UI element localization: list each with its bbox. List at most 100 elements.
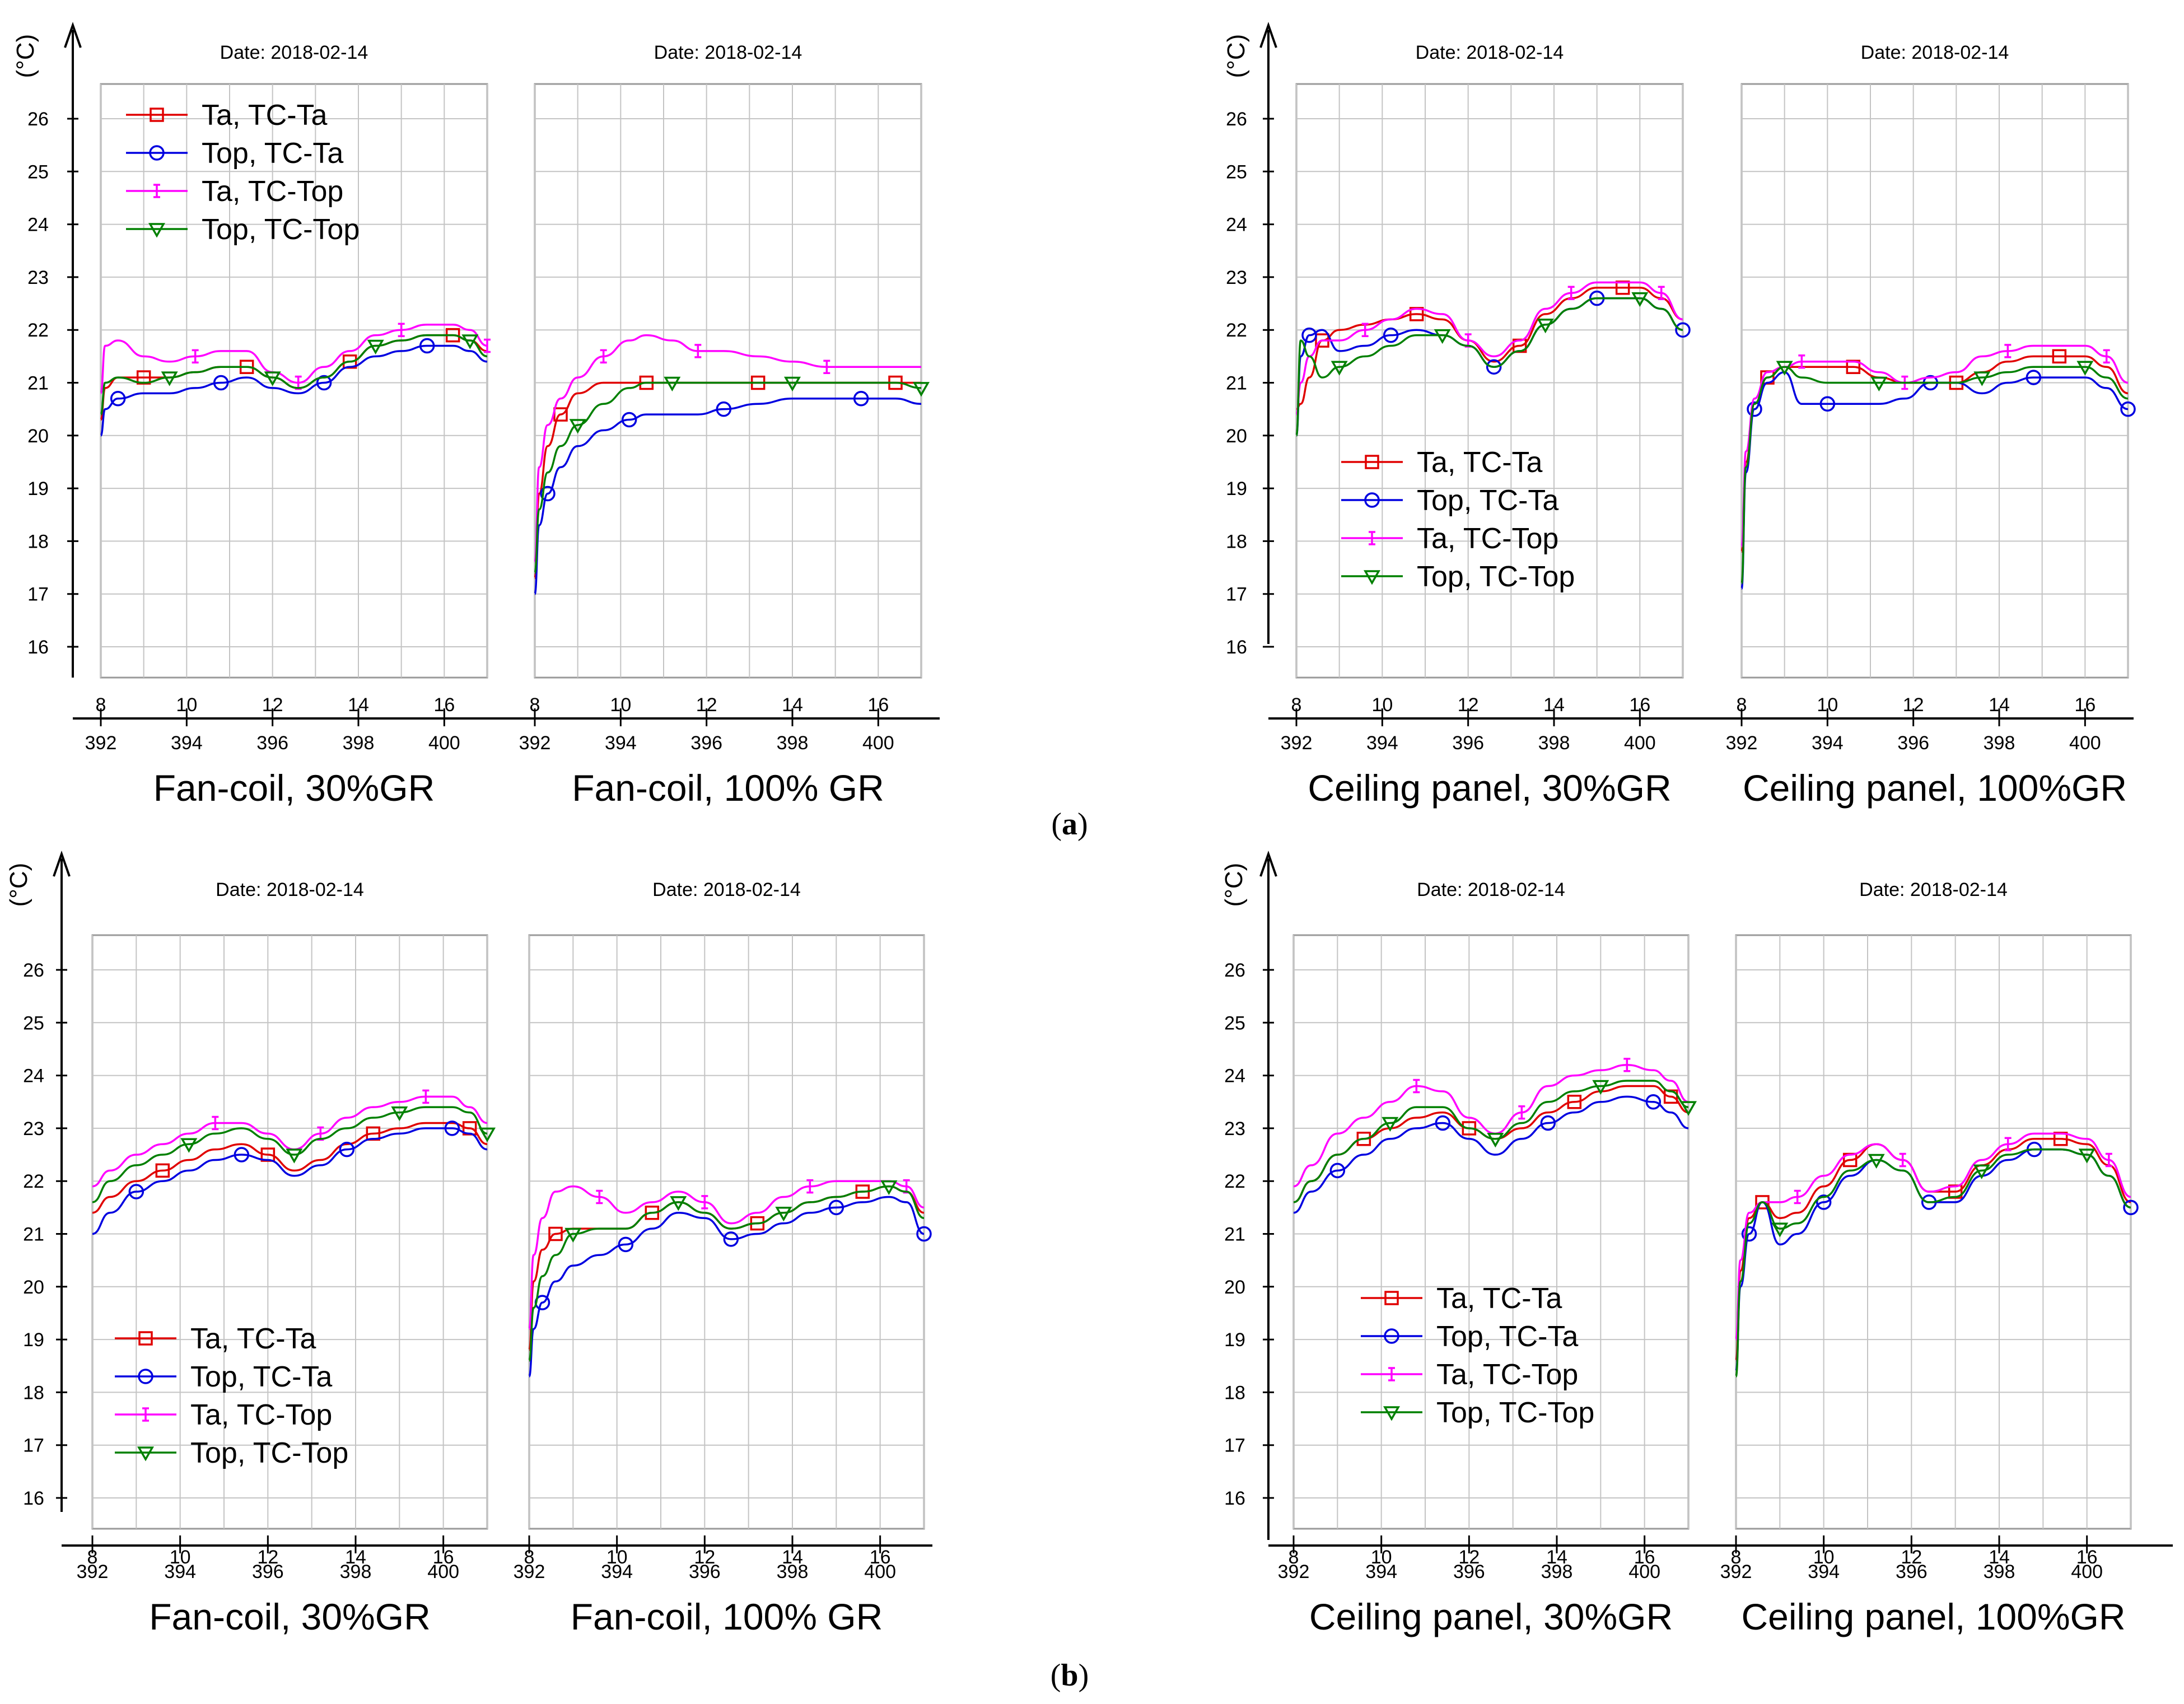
y-axis: (°C) 16 17 18 19 20 21 22 23 24 25 26 [12,21,82,678]
bottom-tick-label: 394 [171,732,203,754]
bottom-tick-label: 394 [1812,732,1844,754]
data-point [1631,292,1649,307]
series-top-tc-top [1740,361,2129,585]
legend-marker [1369,531,1375,545]
bottom-tick-label: 392 [77,1561,109,1582]
y-tick-label: 25 [27,161,49,183]
data-point [2004,344,2012,358]
plot-frame [91,934,488,1530]
legend-label: Top, TC-Ta [1417,484,1558,517]
y-tick-label: 24 [27,214,49,236]
legend: Ta, TC-Ta Top, TC-Ta Ta, TC-Top Top, TC-Top [115,1323,348,1469]
panel-caption: Ceiling panel, 100%GR [1741,1596,2125,1637]
y-tick-label: 17 [27,584,49,605]
data-point [1487,1133,1504,1148]
x-tick-label: 16 [867,694,889,716]
data-point [1361,323,1369,337]
data-point [161,371,178,386]
series-top-tc-ta [528,1196,932,1378]
bottom-tick-label: 392 [1278,1561,1310,1582]
legend-label: Ta, TC-Ta [1417,446,1543,479]
data-point [1675,322,1691,338]
legend-marker [1365,455,1379,469]
data-point [128,1184,144,1199]
data-point [716,401,732,417]
y-tick-label: 17 [1224,1435,1245,1456]
panel-fan-coil-30-gr: Date: 2018-02-14839210394123961439816400… [77,879,496,1637]
data-point [155,1163,170,1178]
figure-label: (a) [1051,807,1088,842]
series-line [92,1122,488,1214]
bottom-tick-label: 392 [514,1561,545,1582]
y-axis-arrow [53,850,71,877]
x-tick-label: 12 [696,694,717,716]
data-point [1776,361,1793,376]
series-line [1735,1132,2131,1341]
series-top-tc-top [528,1180,925,1362]
bottom-tick-label: 394 [605,732,637,754]
data-point [1435,1115,1451,1131]
data-point [569,419,586,434]
y-tick-label: 18 [1224,1382,1245,1403]
bottom-tick-label: 398 [1984,1561,2015,1582]
data-point [853,391,869,407]
legend-label: Ta, TC-Top [1417,522,1558,555]
panel-ceiling-panel-100-gr: Date: 2018-02-14839210394123961439816400… [1726,42,2136,809]
data-point [391,1106,408,1122]
date-label: Date: 2018-02-14 [216,879,364,900]
date-label: Date: 2018-02-14 [654,42,802,63]
bottom-tick-label: 396 [1897,732,1929,754]
legend-label: Top, TC-Top [202,213,360,246]
series-line [1295,297,1683,437]
data-point [1567,1095,1582,1109]
panel-ceiling-panel-100-gr: Date: 2018-02-14839210394123961439816400… [1720,879,2139,1637]
y-tick-label: 26 [1224,960,1245,981]
data-point [1301,327,1317,343]
legend-marker [142,1407,149,1422]
data-point [1870,376,1888,392]
bottom-tick-label: 396 [252,1561,284,1582]
legend-label: Top, TC-Ta [190,1361,332,1393]
y-tick-label: 22 [1226,320,1247,341]
data-point [2123,1199,2139,1216]
data-point [1486,359,1502,375]
legend-marker [150,108,164,122]
data-point [1747,401,1762,417]
data-point [1331,361,1348,376]
data-point [1413,1079,1420,1094]
legend: Ta, TC-Ta Top, TC-Ta Ta, TC-Top Top, TC-Top [1361,1282,1594,1429]
x-tick-label: 10 [1817,694,1838,716]
y-tick-label: 22 [1224,1171,1245,1192]
date-label: Date: 2018-02-14 [1861,42,2009,63]
y-tick-label: 26 [1226,109,1247,130]
series-top-tc-ta [534,391,922,595]
figure-label-letter: a [1062,807,1077,842]
data-point [548,1226,563,1241]
data-point [1592,1080,1609,1095]
plot-frame [1735,934,2132,1530]
y-tick-label: 16 [27,637,49,658]
series-top-tc-ta [92,1121,488,1235]
legend-label: Ta, TC-Top [202,175,343,208]
data-point [444,1121,460,1136]
x-tick-label: 16 [2074,694,2096,716]
x-tick-label: 8 [1289,1547,1299,1568]
data-point [912,382,930,397]
panel-ceiling-panel-30-gr: Date: 2018-02-14 8 392 10 394 12 396 14 398 16 400… [1281,42,1691,809]
data-point [540,485,556,502]
legend-marker [1383,1406,1401,1421]
series-top-tc-top [1293,1080,1697,1203]
data-point [1567,286,1575,300]
series-line [92,1106,488,1203]
data-point [192,349,199,364]
y-tick-label: 23 [1224,1118,1245,1140]
data-point [694,344,702,358]
y-tick-label: 22 [27,320,49,341]
data-point [398,323,405,337]
y-axis: (°C) 16 17 18 19 20 21 22 23 24 25 26 [1222,21,1277,658]
data-point [2105,1152,2112,1168]
bottom-tick-label: 400 [1628,1561,1660,1582]
y-tick-label: 17 [1226,584,1247,605]
y-tick-label: 22 [23,1171,44,1192]
figure-label-close: ) [1079,1658,1089,1693]
